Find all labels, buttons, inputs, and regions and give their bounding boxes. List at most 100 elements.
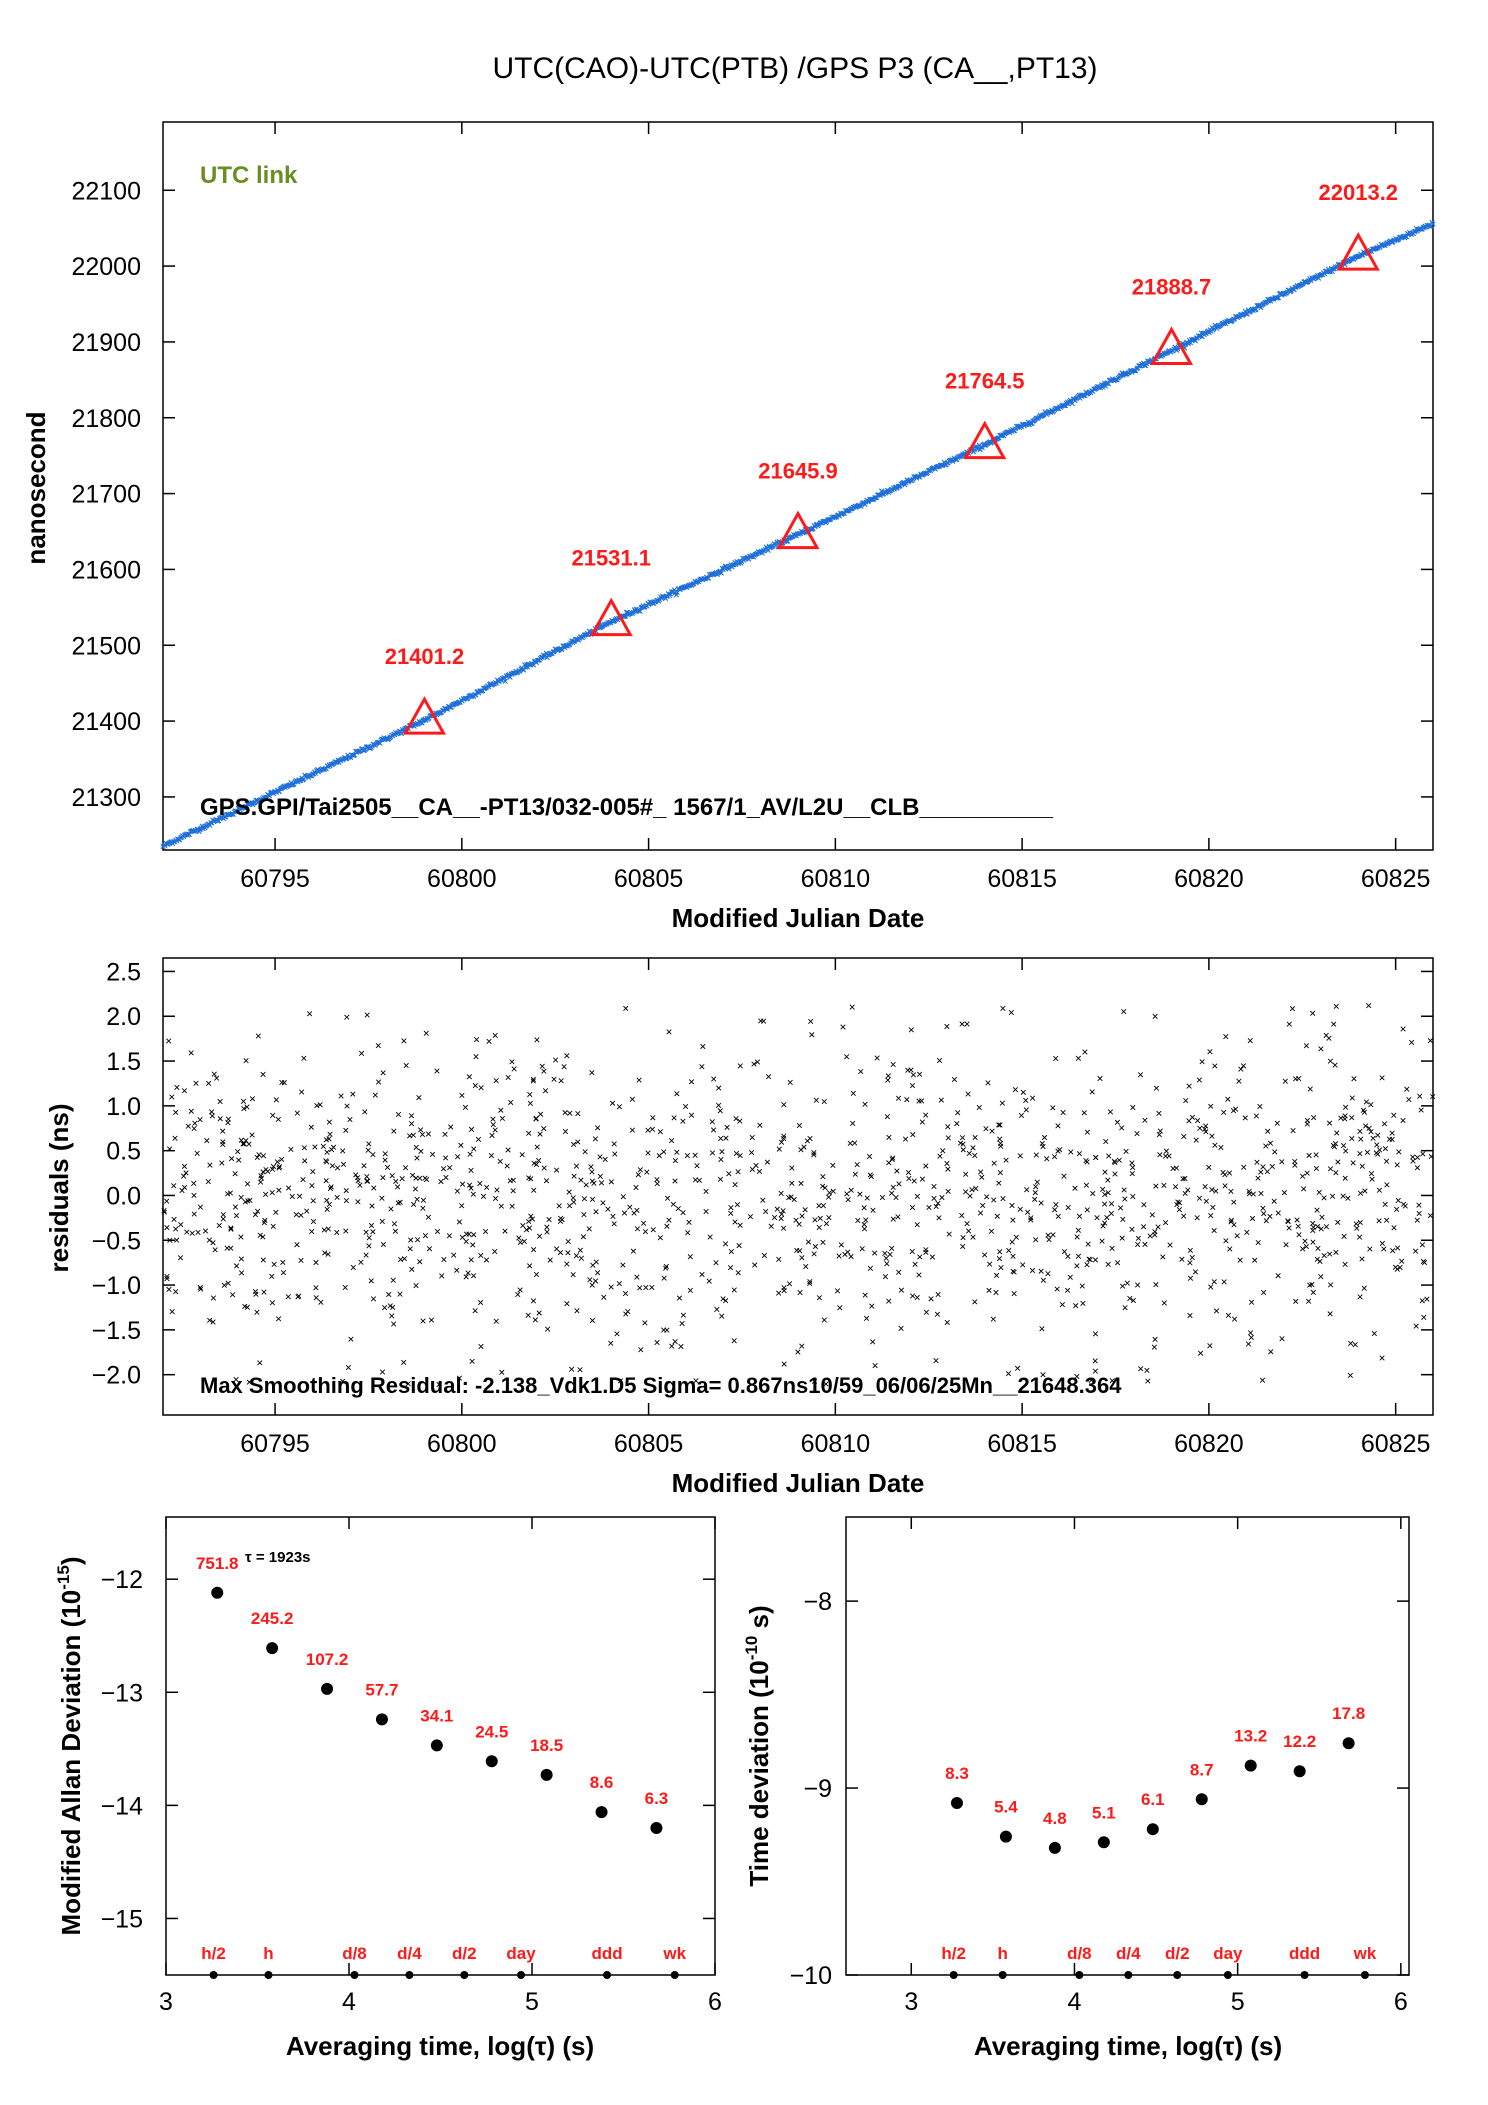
residual-point bbox=[728, 1248, 734, 1255]
residual-point bbox=[1352, 1341, 1358, 1348]
residual-point bbox=[1206, 1164, 1212, 1170]
residual-point bbox=[172, 1135, 178, 1141]
residual-point bbox=[342, 1284, 348, 1291]
residual-point bbox=[1329, 1193, 1336, 1199]
residual-point bbox=[1363, 1099, 1369, 1105]
link-x-tick-label: 60795 bbox=[240, 865, 310, 893]
residual-point bbox=[1092, 1331, 1099, 1337]
residual-point bbox=[1296, 1075, 1302, 1082]
residual-point bbox=[407, 1246, 413, 1252]
residual-point bbox=[489, 1132, 495, 1139]
residual-point bbox=[868, 1173, 874, 1180]
mdev-x-tick-label: 5 bbox=[525, 1988, 539, 2016]
residual-point bbox=[765, 1074, 772, 1080]
residual-point bbox=[442, 1155, 449, 1161]
residual-point bbox=[556, 1203, 562, 1209]
residual-point bbox=[191, 1125, 197, 1132]
residual-point bbox=[209, 1109, 215, 1115]
mdev-point-label: 34.1 bbox=[420, 1706, 453, 1725]
residual-point bbox=[945, 1135, 951, 1141]
residual-point bbox=[184, 1229, 190, 1235]
residual-point bbox=[370, 1296, 377, 1302]
residual-point bbox=[1414, 1165, 1421, 1171]
residual-point bbox=[530, 1298, 537, 1304]
residual-point bbox=[1350, 1160, 1356, 1166]
residual-point bbox=[733, 1150, 740, 1157]
residual-point bbox=[917, 1254, 923, 1260]
residual-point bbox=[1327, 1058, 1334, 1064]
residual-point bbox=[408, 1237, 414, 1243]
residual-point bbox=[657, 1235, 663, 1241]
residual-point bbox=[1046, 1237, 1052, 1243]
residual-point bbox=[358, 1259, 364, 1265]
residual-point bbox=[890, 1216, 896, 1222]
residual-point bbox=[590, 1262, 596, 1268]
residual-point bbox=[1318, 1226, 1324, 1232]
residual-point bbox=[368, 1222, 375, 1229]
residual-point bbox=[323, 1178, 329, 1184]
residual-point bbox=[308, 1124, 314, 1130]
residual-point bbox=[945, 1166, 951, 1172]
residual-point bbox=[212, 1247, 218, 1253]
residual-point bbox=[623, 1005, 629, 1012]
residual-point bbox=[1412, 1248, 1419, 1254]
residual-point bbox=[650, 1227, 656, 1233]
residual-point bbox=[447, 1165, 453, 1171]
tdev-point bbox=[1097, 1836, 1110, 1849]
residual-point bbox=[324, 1197, 330, 1203]
residual-point bbox=[178, 1221, 184, 1228]
residual-point bbox=[605, 1206, 611, 1212]
tdev-time-mark bbox=[1124, 1971, 1133, 1979]
residual-point bbox=[343, 1228, 349, 1234]
residual-point bbox=[334, 1194, 340, 1201]
residual-point bbox=[1013, 1234, 1019, 1240]
residual-point bbox=[583, 1182, 589, 1188]
residual-point bbox=[1055, 1123, 1061, 1129]
residual-point bbox=[629, 1096, 635, 1102]
residual-point bbox=[970, 1145, 976, 1151]
residual-point bbox=[564, 1301, 570, 1307]
residual-point bbox=[553, 1167, 560, 1173]
residual-point bbox=[1254, 1159, 1260, 1165]
residual-point bbox=[382, 1305, 388, 1311]
residual-point bbox=[964, 1021, 970, 1027]
residual-point bbox=[1226, 1170, 1233, 1176]
residual-point bbox=[463, 1231, 470, 1237]
residual-point bbox=[403, 1062, 409, 1069]
residual-point bbox=[1129, 1160, 1135, 1166]
residual-point bbox=[1253, 1113, 1259, 1119]
residual-point bbox=[680, 1118, 686, 1124]
residual-point bbox=[1199, 1059, 1205, 1065]
link-point bbox=[1081, 392, 1087, 399]
residual-point bbox=[871, 1250, 878, 1256]
tdev-time-mark bbox=[998, 1971, 1007, 1979]
residual-point bbox=[955, 1110, 961, 1116]
residual-point bbox=[317, 1102, 323, 1108]
residual-point bbox=[1220, 1169, 1226, 1176]
residual-point bbox=[911, 1178, 917, 1184]
residual-point bbox=[1074, 1373, 1080, 1380]
residual-point bbox=[1123, 1148, 1129, 1154]
tdev-data-layer: 8.3 5.4 4.8 5.1 6.1 8.7 13.2 12.2 17.8 h/2 h d/8 d/4… bbox=[941, 1704, 1377, 1979]
residual-point bbox=[296, 1193, 303, 1199]
residual-point bbox=[1119, 1283, 1126, 1289]
residual-point bbox=[874, 1055, 880, 1061]
residual-point bbox=[192, 1120, 198, 1126]
residual-point bbox=[886, 1134, 892, 1140]
link-x-tick-label: 60805 bbox=[614, 865, 684, 893]
residual-point bbox=[1176, 1206, 1183, 1213]
residual-point bbox=[1065, 1204, 1071, 1211]
residual-point bbox=[254, 1154, 260, 1161]
residual-point bbox=[1185, 1187, 1191, 1193]
residual-point bbox=[1225, 1312, 1232, 1319]
residual-point bbox=[699, 1271, 705, 1278]
residual-point bbox=[923, 1112, 929, 1118]
residual-point bbox=[355, 1178, 361, 1184]
residual-point bbox=[1102, 1191, 1108, 1198]
residual-point bbox=[365, 1178, 371, 1184]
residual-point bbox=[1005, 1371, 1012, 1377]
tdev-point bbox=[1195, 1793, 1208, 1806]
residual-point bbox=[380, 1070, 386, 1076]
residual-point bbox=[969, 1187, 975, 1193]
residual-point bbox=[1207, 1343, 1213, 1349]
